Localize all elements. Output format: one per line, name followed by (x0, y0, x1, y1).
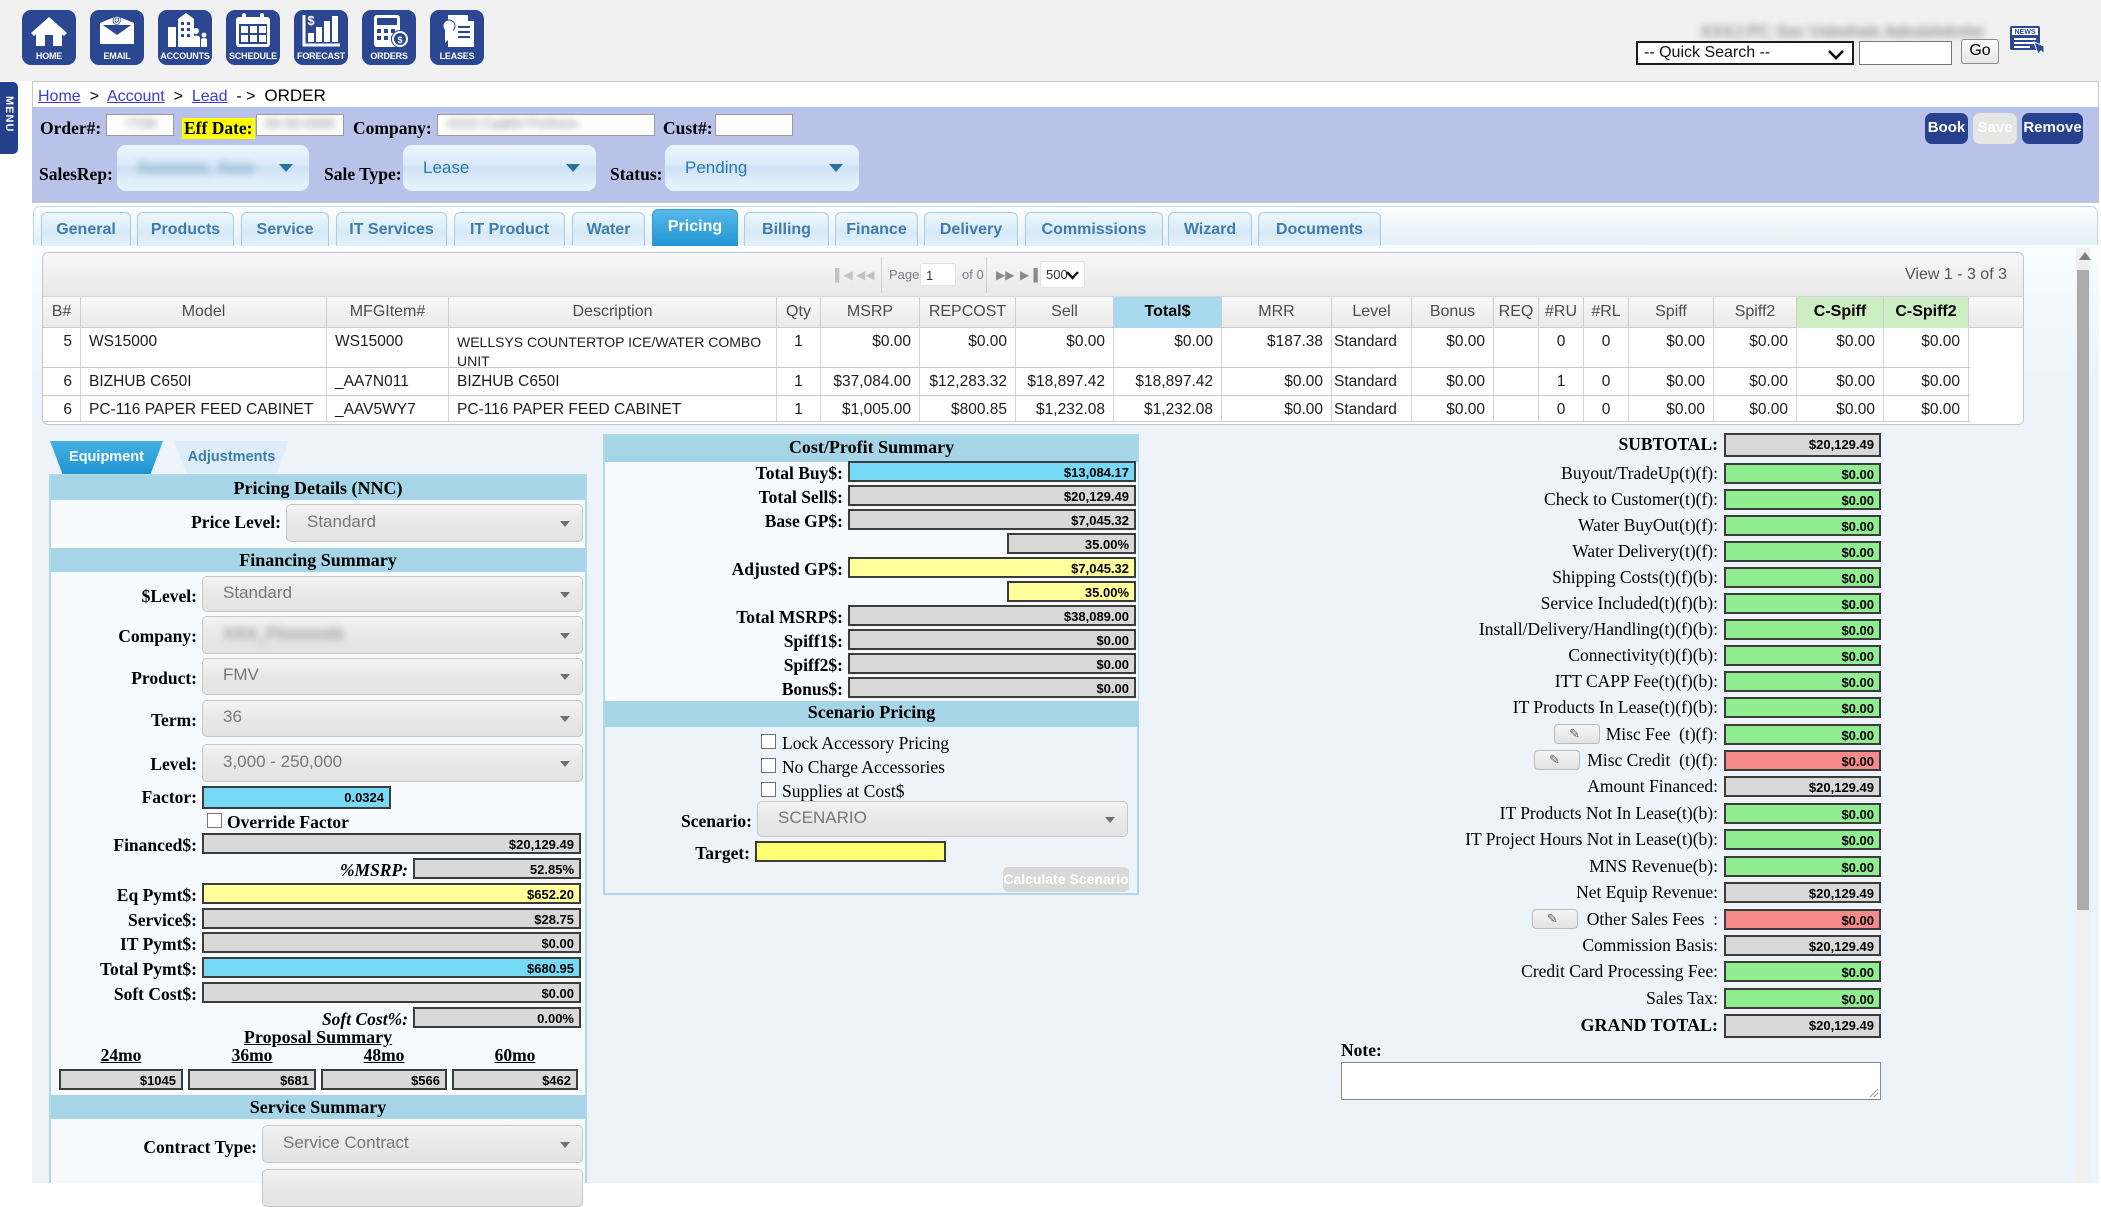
svg-text:$: $ (307, 13, 315, 28)
svg-text:NEWS: NEWS (2015, 29, 2036, 36)
svg-text:$: $ (397, 35, 402, 45)
svg-text:@: @ (112, 15, 122, 26)
